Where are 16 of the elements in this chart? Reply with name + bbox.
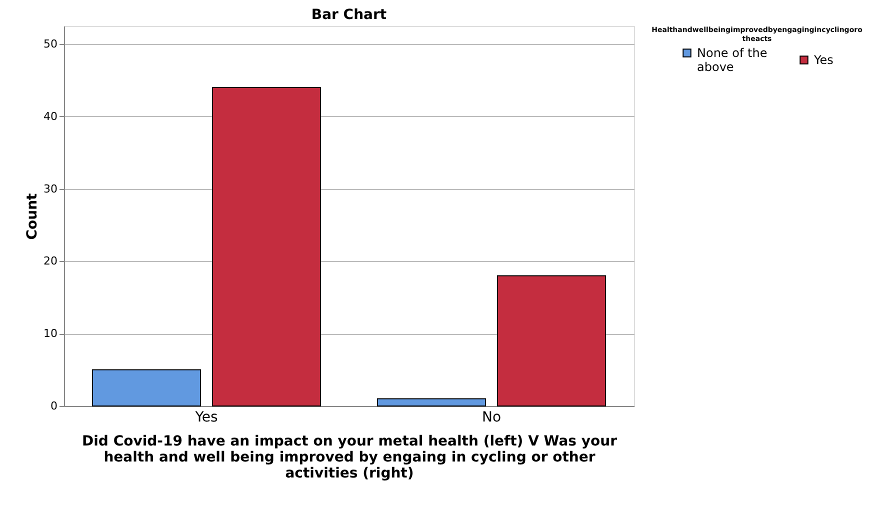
bar	[497, 275, 606, 406]
y-tick-label: 10	[44, 327, 58, 340]
y-tick-label: 40	[44, 110, 58, 123]
y-tick-label: 50	[44, 38, 58, 51]
bar	[377, 398, 486, 406]
y-tick-label: 20	[44, 254, 58, 268]
y-tick-label: 0	[50, 400, 58, 412]
y-tick-label: 30	[44, 182, 58, 196]
y-axis-title: Count	[24, 192, 41, 240]
legend-label: None of the above	[697, 46, 768, 74]
x-axis-title: Did Covid-19 have an impact on your metal health (left) V Was your health and well being improved by engaing in cycling or other activities (right)	[82, 434, 618, 482]
bar	[212, 87, 321, 406]
legend-label: Yes	[813, 53, 834, 67]
chart-title: Bar Chart	[311, 7, 387, 23]
bar	[92, 369, 201, 406]
x-tick-label: No	[482, 410, 502, 426]
